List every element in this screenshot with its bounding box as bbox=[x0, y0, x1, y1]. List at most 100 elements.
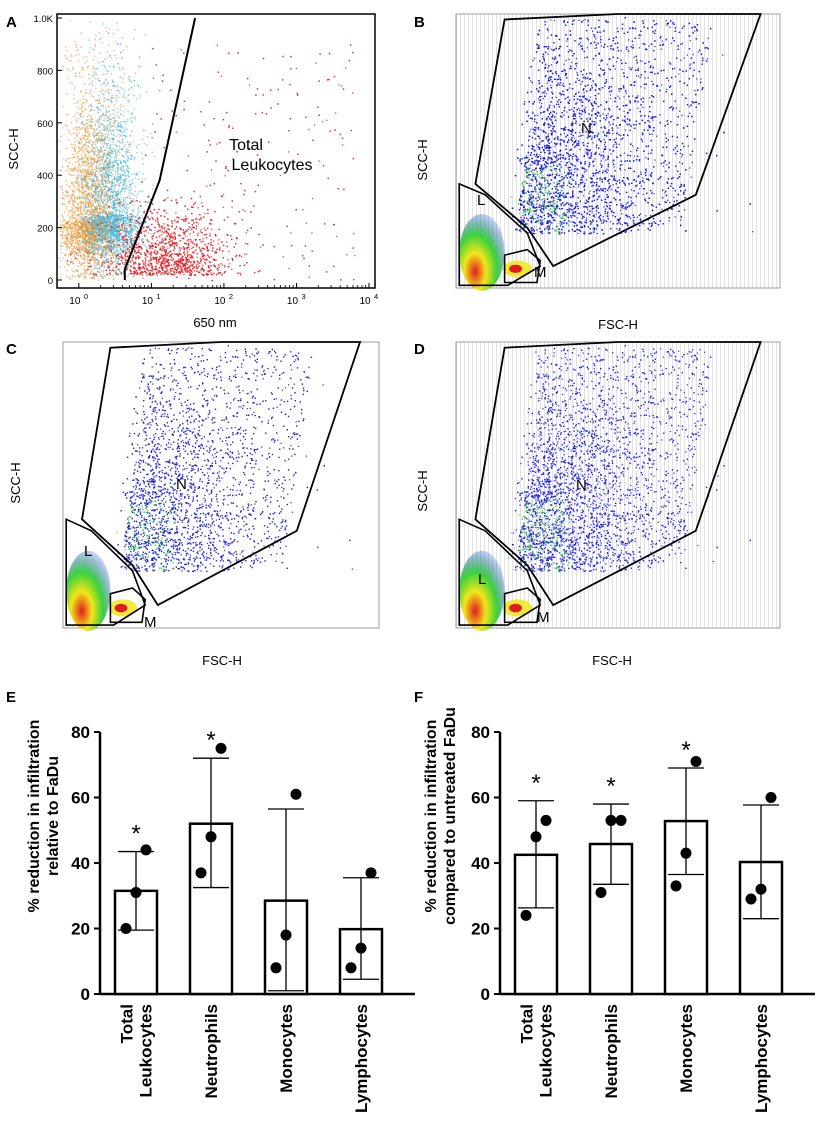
event-dot bbox=[112, 201, 113, 202]
event-dot bbox=[123, 230, 124, 231]
event-dot bbox=[104, 136, 105, 137]
event-dot bbox=[134, 108, 135, 109]
event-dot bbox=[132, 179, 133, 180]
event-dot bbox=[61, 136, 62, 137]
event-dot bbox=[98, 240, 99, 241]
event-dot bbox=[76, 215, 77, 216]
event-dot bbox=[125, 175, 126, 176]
event-dot bbox=[146, 91, 147, 92]
event-dot bbox=[102, 88, 103, 89]
event-dot bbox=[112, 95, 113, 96]
event-dot bbox=[86, 182, 87, 183]
event-dot bbox=[85, 190, 86, 191]
event-dot bbox=[130, 259, 131, 260]
event-dot bbox=[91, 144, 92, 145]
event-dot bbox=[100, 103, 101, 104]
event-dot bbox=[66, 270, 67, 271]
event-dot bbox=[95, 257, 96, 258]
event-dot bbox=[131, 241, 132, 242]
event-dot bbox=[75, 276, 76, 277]
event-dot bbox=[104, 260, 105, 261]
event-dot bbox=[123, 115, 124, 116]
event-dot bbox=[100, 189, 101, 190]
event-dot bbox=[93, 194, 94, 195]
event-dot bbox=[117, 243, 118, 244]
event-dot bbox=[114, 162, 115, 163]
event-dot bbox=[88, 142, 89, 143]
event-dot bbox=[105, 213, 106, 214]
event-dot bbox=[73, 231, 74, 232]
event-dot bbox=[81, 159, 82, 160]
event-dot bbox=[124, 93, 125, 94]
event-dot bbox=[85, 243, 86, 244]
event-dot bbox=[116, 235, 117, 236]
event-dot bbox=[102, 231, 103, 232]
event-dot bbox=[96, 138, 97, 139]
event-dot bbox=[87, 128, 88, 129]
event-dot bbox=[144, 244, 145, 245]
event-dot bbox=[81, 198, 82, 199]
event-dot bbox=[79, 276, 80, 277]
event-dot bbox=[123, 105, 124, 106]
event-dot bbox=[125, 233, 126, 234]
event-dot bbox=[77, 179, 78, 180]
event-dot bbox=[127, 217, 128, 218]
event-dot bbox=[79, 195, 80, 196]
event-dot bbox=[72, 223, 73, 224]
event-dot bbox=[99, 233, 100, 234]
event-dot bbox=[85, 89, 86, 90]
event-dot bbox=[91, 181, 92, 182]
event-dot bbox=[92, 81, 93, 82]
event-dot bbox=[139, 95, 140, 96]
event-dot bbox=[121, 249, 122, 250]
event-dot bbox=[126, 276, 127, 277]
event-dot bbox=[137, 83, 138, 84]
event-dot bbox=[81, 154, 82, 155]
event-dot bbox=[66, 209, 67, 210]
event-dot bbox=[89, 135, 90, 136]
event-dot bbox=[89, 51, 90, 52]
event-dot bbox=[87, 170, 88, 171]
event-dot bbox=[107, 100, 108, 101]
event-dot bbox=[74, 254, 75, 255]
event-dot bbox=[113, 204, 114, 205]
event-dot bbox=[111, 122, 112, 123]
event-dot bbox=[71, 144, 72, 145]
event-dot bbox=[128, 152, 129, 153]
event-dot bbox=[95, 44, 96, 45]
event-dot bbox=[95, 78, 96, 79]
event-dot bbox=[107, 176, 108, 177]
event-dot bbox=[88, 119, 89, 120]
event-dot bbox=[116, 163, 117, 164]
event-dot bbox=[113, 244, 114, 245]
event-dot bbox=[83, 151, 84, 152]
event-dot bbox=[128, 144, 129, 145]
event-dot bbox=[66, 180, 67, 181]
event-dot bbox=[100, 208, 101, 209]
event-dot bbox=[92, 85, 93, 86]
event-dot bbox=[106, 185, 107, 186]
event-dot bbox=[75, 54, 76, 55]
event-dot bbox=[111, 184, 112, 185]
event-dot bbox=[93, 227, 94, 228]
event-dot bbox=[87, 197, 88, 198]
event-dot bbox=[82, 137, 83, 138]
event-dot bbox=[127, 188, 128, 189]
event-dot bbox=[101, 231, 102, 232]
event-dot bbox=[105, 203, 106, 204]
event-dot bbox=[91, 206, 92, 207]
event-dot bbox=[105, 160, 106, 161]
event-dot bbox=[125, 136, 126, 137]
event-dot bbox=[81, 92, 82, 93]
event-dot bbox=[105, 127, 106, 128]
event-dot bbox=[116, 145, 117, 146]
event-dot bbox=[97, 68, 98, 69]
event-dot bbox=[92, 195, 93, 196]
event-dot bbox=[85, 233, 86, 234]
event-dot bbox=[72, 201, 73, 202]
event-dot bbox=[129, 180, 130, 181]
event-dot bbox=[85, 241, 86, 242]
event-dot bbox=[91, 122, 92, 123]
event-dot bbox=[131, 131, 132, 132]
event-dot bbox=[123, 197, 124, 198]
